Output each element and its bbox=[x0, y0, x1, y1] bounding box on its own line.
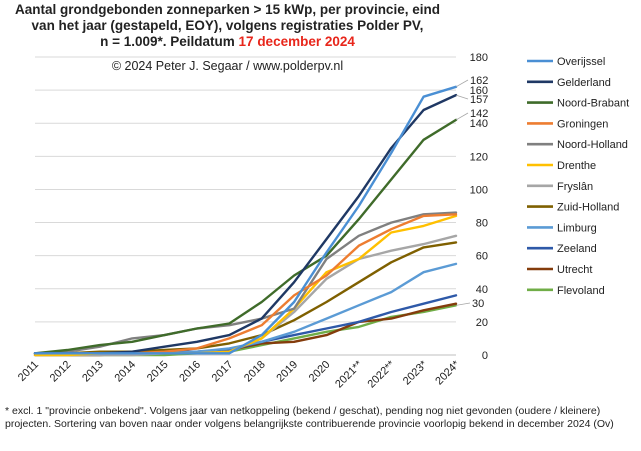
title-line-2: van het jaar (gestapeld, EOY), volgens r… bbox=[31, 18, 424, 33]
series-line-drenthe bbox=[33, 214, 458, 357]
x-tick-label: 2011 bbox=[16, 359, 41, 384]
x-tick-label: 2022** bbox=[365, 358, 397, 390]
x-tick-label: 2023* bbox=[401, 358, 430, 387]
x-tick-label: 2012 bbox=[48, 359, 74, 385]
end-label-leader bbox=[455, 302, 471, 306]
series-line-overijssel bbox=[33, 85, 458, 355]
legend-label: Zeeland bbox=[557, 243, 597, 255]
x-tick-label: 2014 bbox=[112, 359, 138, 385]
legend-label: Noord-Brabant bbox=[557, 98, 629, 110]
y-tick-label: 100 bbox=[470, 184, 488, 196]
legend-label: Overijssel bbox=[557, 56, 605, 68]
x-tick-label: 2013 bbox=[80, 359, 106, 385]
y-tick-label: 180 bbox=[470, 52, 488, 64]
footnote: * excl. 1 "provincie onbekend". Volgens … bbox=[5, 405, 614, 430]
legend-label: Flevoland bbox=[557, 285, 605, 297]
x-tick-label: 2024* bbox=[433, 358, 462, 387]
legend-label: Gelderland bbox=[557, 77, 611, 89]
end-label-leader bbox=[455, 112, 469, 121]
y-tick-label: 160 bbox=[470, 85, 488, 97]
y-tick-label: 80 bbox=[476, 218, 488, 230]
legend-label: Noord-Holland bbox=[557, 139, 628, 151]
chart-title: Aantal grondgebonden zonneparken > 15 kW… bbox=[0, 2, 455, 50]
y-tick-label: 0 bbox=[482, 350, 488, 362]
series-line-groningen bbox=[33, 213, 458, 355]
end-label-flevoland: 30 bbox=[472, 298, 484, 310]
y-tick-label: 60 bbox=[476, 251, 488, 263]
x-tick-label: 2020 bbox=[307, 359, 333, 385]
x-tick-label: 2021** bbox=[333, 358, 365, 390]
series-line-noord-brabant bbox=[33, 118, 458, 355]
x-tick-label: 2016 bbox=[177, 359, 203, 385]
end-label-leader bbox=[455, 79, 469, 88]
y-tick-label: 120 bbox=[470, 151, 488, 163]
series-line-gelderland bbox=[33, 93, 458, 355]
x-tick-label: 2017 bbox=[210, 359, 236, 385]
series-line-limburg bbox=[33, 262, 458, 357]
x-tick-label: 2018 bbox=[242, 359, 268, 385]
legend-label: Limburg bbox=[557, 222, 597, 234]
end-label-noord-brabant: 142 bbox=[470, 108, 488, 120]
series-line-frysl-n bbox=[33, 234, 458, 357]
line-chart: 0 20 40 60 80 100 120 140 160 180 2011 2012 2013 2014… bbox=[16, 52, 629, 390]
copyright-notice: © 2024 Peter J. Segaar / www.polderpv.nl bbox=[111, 59, 344, 73]
series-line-zuid-holland bbox=[33, 241, 458, 355]
y-tick-label: 40 bbox=[476, 284, 488, 296]
legend-label: Groningen bbox=[557, 118, 608, 130]
end-label-gelderland: 157 bbox=[470, 94, 488, 106]
legend-label: Utrecht bbox=[557, 264, 592, 276]
legend-label: Drenthe bbox=[557, 160, 596, 172]
peildatum-date: 17 december 2024 bbox=[238, 34, 355, 49]
title-line-1: Aantal grondgebonden zonneparken > 15 kW… bbox=[15, 2, 440, 17]
title-line-3: n = 1.009*. Peildatum 17 december 2024 bbox=[0, 34, 455, 50]
title-line-3-prefix: n = 1.009*. Peildatum bbox=[100, 34, 239, 49]
end-label-overijssel: 162 bbox=[470, 75, 488, 87]
x-tick-label: 2019 bbox=[274, 359, 300, 385]
y-tick-label: 140 bbox=[470, 118, 488, 130]
x-tick-label: 2015 bbox=[145, 359, 171, 385]
legend-label: Fryslân bbox=[557, 181, 593, 193]
y-tick-label: 20 bbox=[476, 317, 488, 329]
end-label-leader bbox=[455, 94, 469, 100]
legend-label: Zuid-Holland bbox=[557, 202, 619, 214]
